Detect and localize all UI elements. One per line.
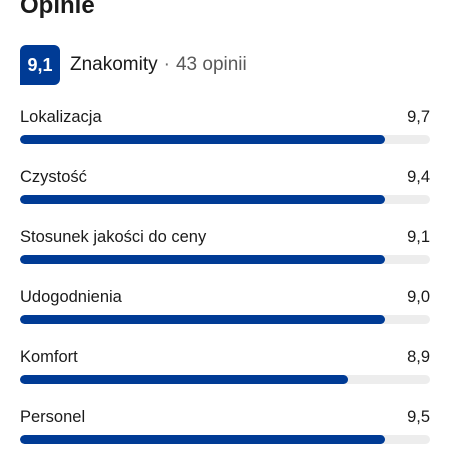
score-bar-track [20, 255, 430, 264]
score-bar-track [20, 375, 430, 384]
score-badge: 9,1 [20, 45, 60, 85]
score-bar-track [20, 435, 430, 444]
category-label: Czystość [20, 168, 87, 186]
category-score: 8,9 [407, 348, 430, 366]
category-row-udogodnienia: Udogodnienia 9,0 [20, 280, 430, 340]
separator-dot: · [163, 54, 170, 75]
score-bar-fill [20, 315, 385, 324]
category-label: Udogodnienia [20, 288, 122, 306]
score-bar-fill [20, 195, 385, 204]
category-row-czystosc: Czystość 9,4 [20, 160, 430, 220]
score-bar-track [20, 315, 430, 324]
score-bar-fill [20, 135, 385, 144]
category-label: Lokalizacja [20, 108, 102, 126]
score-bar-fill [20, 435, 385, 444]
rating-word: Znakomity [70, 54, 158, 75]
section-title: Opinie [20, 0, 95, 19]
category-row-komfort: Komfort 8,9 [20, 340, 430, 400]
review-summary[interactable]: 9,1 Znakomity · 43 opinii [20, 45, 247, 85]
review-count[interactable]: 43 opinii [175, 54, 247, 75]
category-label: Personel [20, 408, 86, 426]
category-label: Stosunek jakości do ceny [20, 228, 207, 246]
category-score: 9,4 [407, 168, 430, 186]
category-row-personel: Personel 9,5 [20, 400, 430, 460]
category-score: 9,1 [407, 228, 430, 246]
category-row-stosunek-jakosci-do-ceny: Stosunek jakości do ceny 9,1 [20, 220, 430, 280]
category-label: Komfort [20, 348, 78, 366]
category-score: 9,0 [407, 288, 430, 306]
score-bar-fill [20, 375, 348, 384]
category-scores-list: Lokalizacja 9,7 Czystość 9,4 Stosunek ja… [20, 100, 430, 460]
category-score: 9,5 [407, 408, 430, 426]
score-bar-fill [20, 255, 385, 264]
category-row-lokalizacja: Lokalizacja 9,7 [20, 100, 430, 160]
score-bar-track [20, 135, 430, 144]
category-score: 9,7 [407, 108, 430, 126]
score-bar-track [20, 195, 430, 204]
